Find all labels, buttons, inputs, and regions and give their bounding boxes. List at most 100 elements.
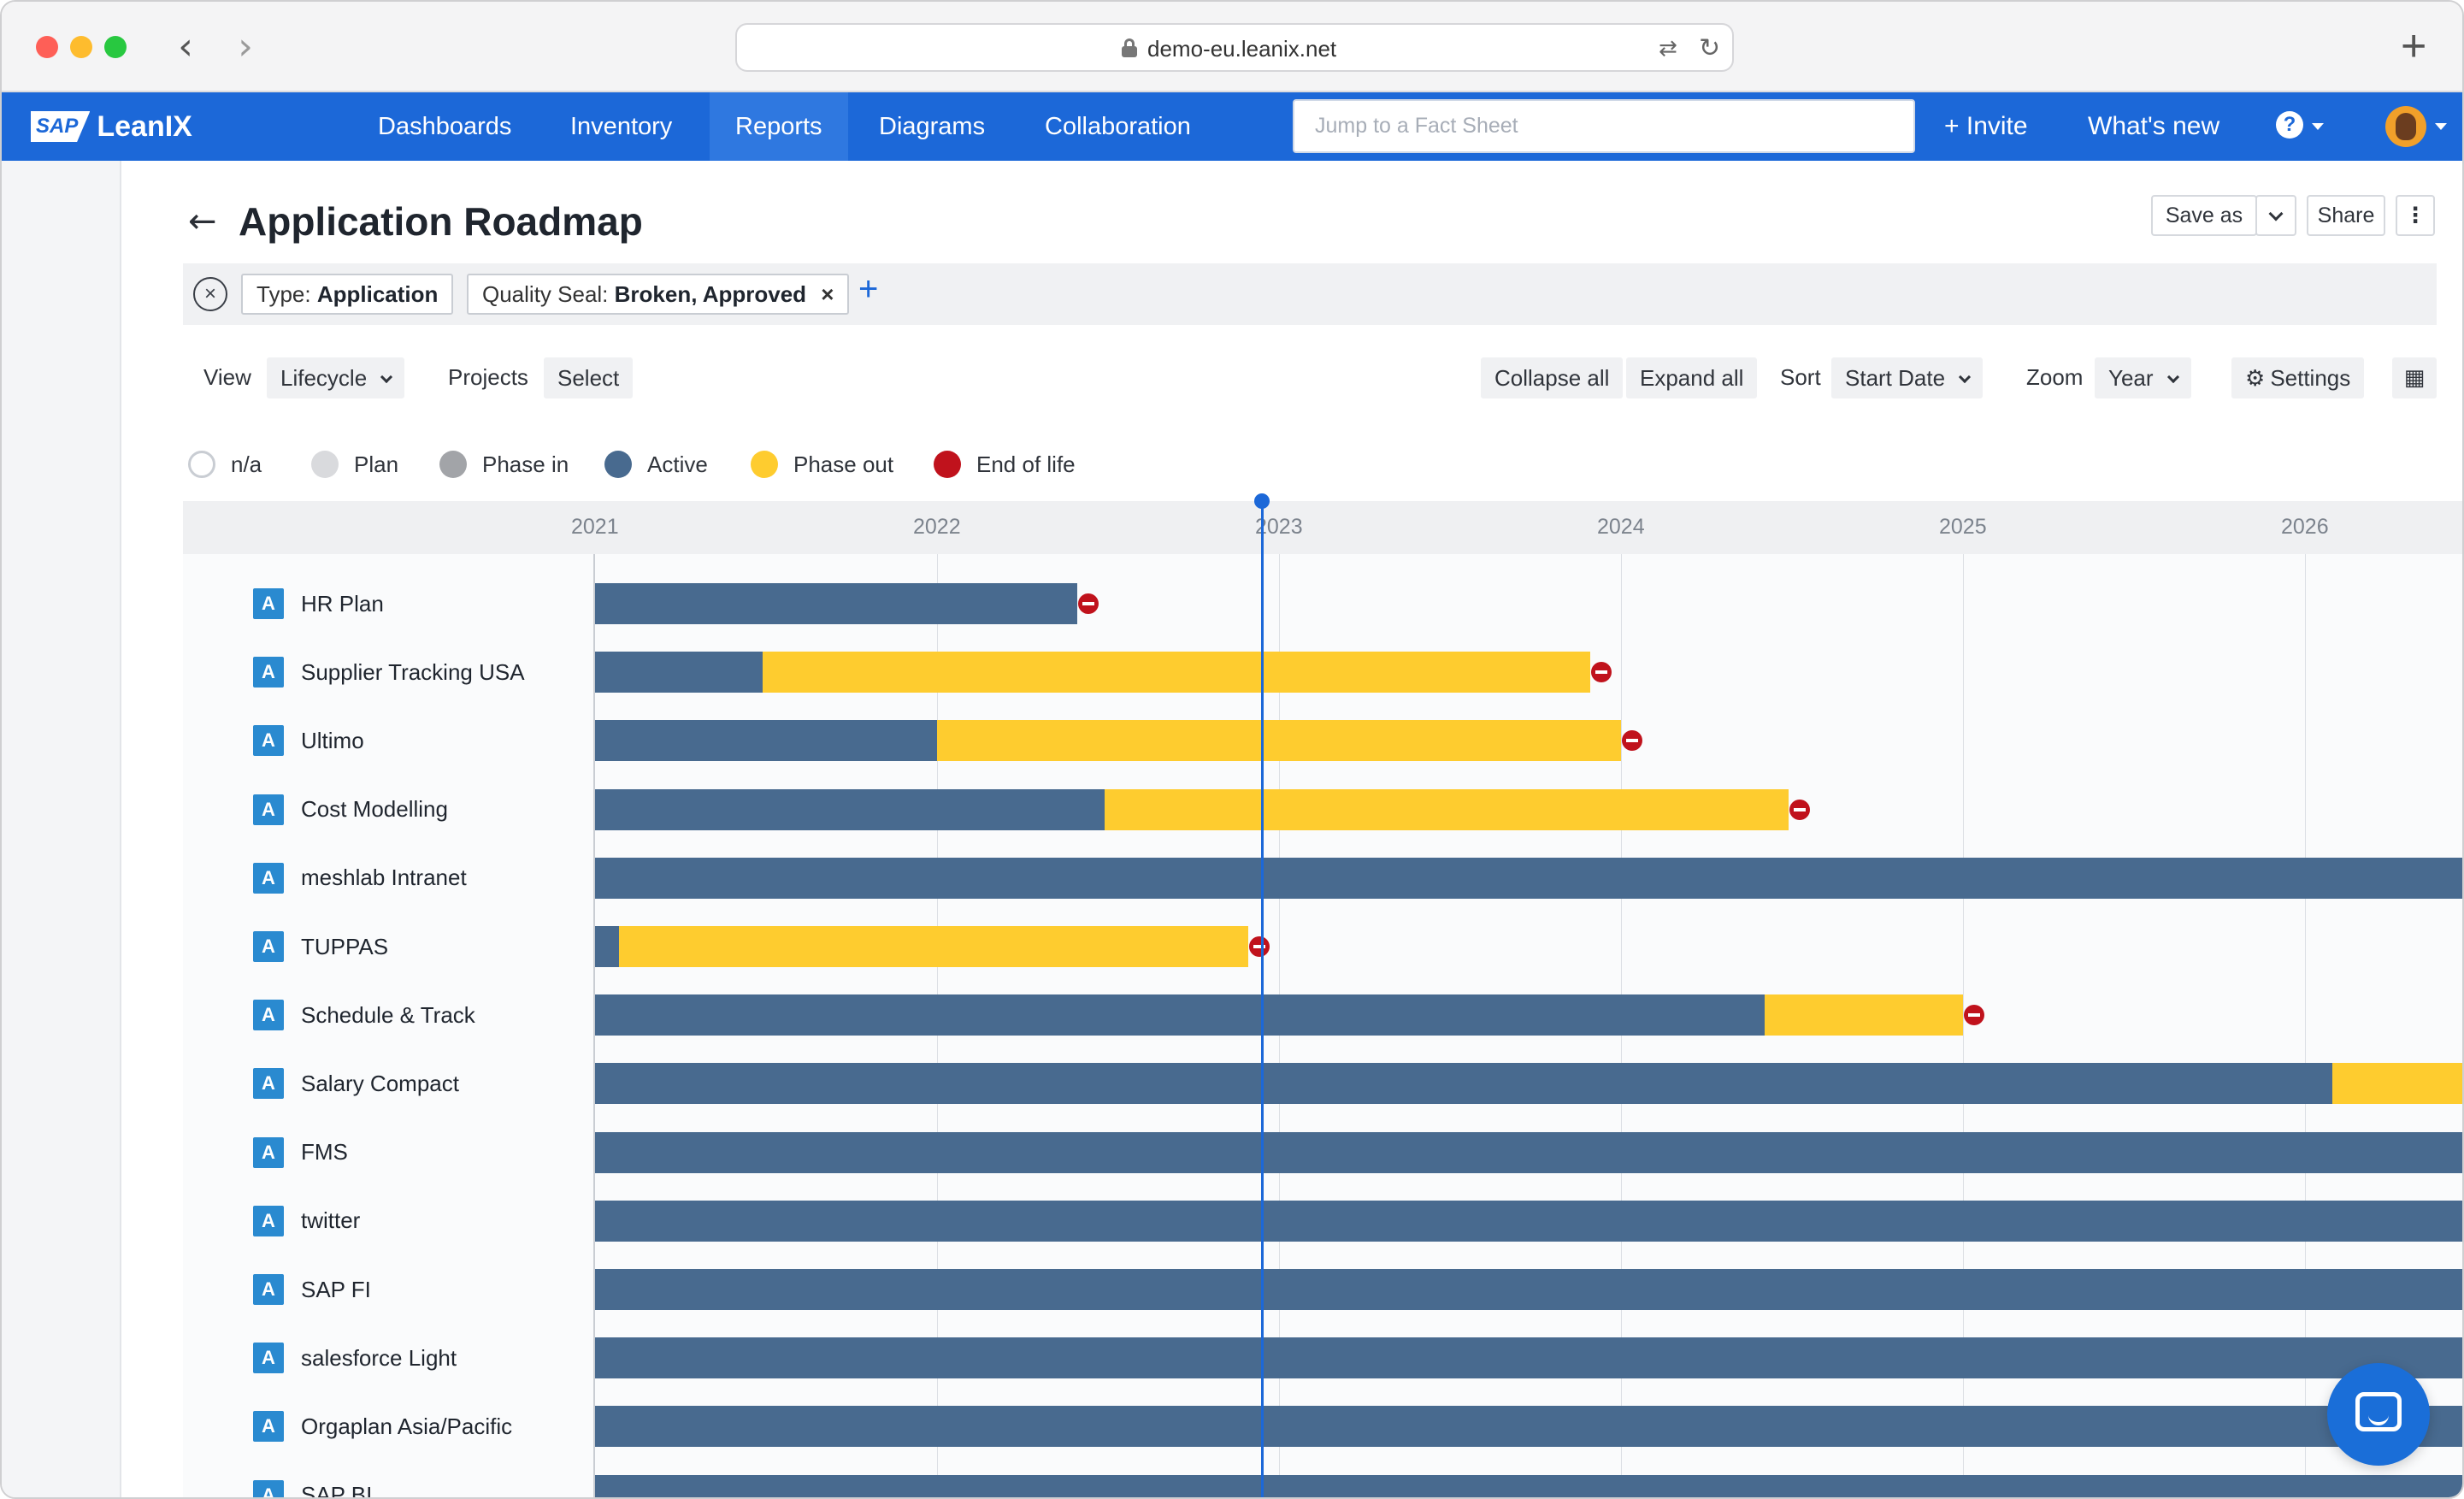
minimize-window-button[interactable] <box>70 36 92 58</box>
address-bar[interactable]: demo-eu.leanix.net ⇄ ↻ <box>735 23 1734 72</box>
lifecycle-bar-active[interactable] <box>595 720 937 762</box>
sort-select[interactable]: Start Date <box>1831 357 1984 398</box>
application-name[interactable]: twitter <box>301 1207 361 1234</box>
add-filter-icon[interactable]: + <box>858 270 879 308</box>
end-of-life-icon[interactable] <box>1964 1005 1984 1026</box>
application-type-badge: A <box>253 1068 284 1100</box>
lifecycle-bar-phase-out[interactable] <box>1105 788 1789 830</box>
roadmap-row-label[interactable]: A HR Plan <box>253 588 384 619</box>
remove-filter-icon[interactable]: × <box>821 281 834 307</box>
roadmap-row-label[interactable]: A Schedule & Track <box>253 1000 475 1031</box>
help-caret-icon[interactable] <box>2312 123 2324 130</box>
application-name[interactable]: Ultimo <box>301 727 364 753</box>
share-button[interactable]: Share <box>2307 195 2385 236</box>
application-type-badge: A <box>253 931 284 962</box>
lifecycle-bar-active[interactable] <box>595 994 1765 1036</box>
application-name[interactable]: TUPPAS <box>301 933 389 959</box>
clear-filters-icon[interactable]: × <box>193 277 227 311</box>
nav-inventory[interactable]: Inventory <box>570 113 673 140</box>
lifecycle-bar-phase-out[interactable] <box>763 652 1590 693</box>
roadmap-row-label[interactable]: A Cost Modelling <box>253 794 448 825</box>
application-name[interactable]: Orgaplan Asia/Pacific <box>301 1413 513 1439</box>
close-window-button[interactable] <box>36 36 58 58</box>
collapse-all-button[interactable]: Collapse all <box>1481 357 1624 398</box>
application-name[interactable]: salesforce Light <box>301 1344 457 1371</box>
application-name[interactable]: Schedule & Track <box>301 1001 475 1028</box>
lifecycle-bar-active[interactable] <box>595 1337 2462 1379</box>
back-arrow-icon[interactable]: ← <box>188 202 217 241</box>
avatar-caret-icon[interactable] <box>2435 123 2447 130</box>
chat-launcher-button[interactable] <box>2327 1363 2430 1466</box>
lifecycle-bar-active[interactable] <box>595 1200 2462 1242</box>
end-of-life-icon[interactable] <box>1249 936 1270 957</box>
lifecycle-bar-phase-out[interactable] <box>2332 1063 2462 1105</box>
roadmap-row-label[interactable]: A Supplier Tracking USA <box>253 657 525 688</box>
application-name[interactable]: SAP FI <box>301 1276 371 1302</box>
save-as-dropdown-button[interactable] <box>2255 195 2296 236</box>
expand-all-button[interactable]: Expand all <box>1626 357 1758 398</box>
translate-icon[interactable]: ⇄ <box>1659 35 1677 61</box>
help-icon[interactable]: ? <box>2276 111 2303 139</box>
application-name[interactable]: SAP BI <box>301 1482 373 1499</box>
roadmap-row-label[interactable]: A Ultimo <box>253 725 364 757</box>
application-type-badge: A <box>253 1479 284 1497</box>
lifecycle-bar-phase-out[interactable] <box>1765 994 1963 1036</box>
end-of-life-icon[interactable] <box>1591 662 1612 683</box>
zoom-select[interactable]: Year <box>2095 357 2191 398</box>
application-name[interactable]: Supplier Tracking USA <box>301 658 525 685</box>
nav-diagrams[interactable]: Diagrams <box>879 113 986 140</box>
application-name[interactable]: Salary Compact <box>301 1070 459 1096</box>
search-input[interactable] <box>1294 101 1913 151</box>
lifecycle-bar-active[interactable] <box>595 1474 2462 1497</box>
lifecycle-bar-active[interactable] <box>595 1269 2462 1310</box>
lifecycle-bar-active[interactable] <box>595 1406 2462 1448</box>
application-name[interactable]: meshlab Intranet <box>301 865 467 891</box>
nav-dashboards[interactable]: Dashboards <box>378 113 512 140</box>
nav-reports[interactable]: Reports <box>710 92 848 161</box>
view-select[interactable]: Lifecycle <box>267 357 405 398</box>
end-of-life-icon[interactable] <box>1078 593 1099 614</box>
leanix-logo[interactable]: SAP LeanIX <box>31 109 192 144</box>
lifecycle-bar-active[interactable] <box>595 788 1105 830</box>
lifecycle-bar-active[interactable] <box>595 652 763 693</box>
whats-new-button[interactable]: What's new <box>2088 112 2220 140</box>
end-of-life-icon[interactable] <box>1789 799 1810 820</box>
roadmap-row-label[interactable]: A Salary Compact <box>253 1068 459 1100</box>
avatar[interactable] <box>2385 106 2426 147</box>
maximize-window-button[interactable] <box>104 36 127 58</box>
save-as-button[interactable]: Save as <box>2151 195 2257 236</box>
more-options-icon[interactable]: ⋮ <box>2396 195 2435 236</box>
lifecycle-bar-active[interactable] <box>595 857 2462 899</box>
fact-sheet-search[interactable] <box>1293 99 1915 153</box>
end-of-life-icon[interactable] <box>1622 730 1642 752</box>
chevron-right-icon[interactable]: › <box>238 25 253 68</box>
lifecycle-bar-active[interactable] <box>595 1063 2332 1105</box>
filter-chip-type[interactable]: Type: Application <box>241 274 454 315</box>
roadmap-row-label[interactable]: A FMS <box>253 1136 348 1168</box>
new-tab-button[interactable]: + <box>2401 21 2427 71</box>
projects-select[interactable]: Select <box>544 357 634 398</box>
chevron-left-icon[interactable]: ‹ <box>178 25 193 68</box>
filter-chip-quality-seal[interactable]: Quality Seal: Broken, Approved × <box>467 274 850 315</box>
roadmap-row-label[interactable]: A SAP BI <box>253 1479 373 1499</box>
invite-button[interactable]: + Invite <box>1944 112 2028 140</box>
lifecycle-bar-active[interactable] <box>595 1131 2462 1173</box>
reload-icon[interactable]: ↻ <box>1699 33 1721 63</box>
settings-button[interactable]: ⚙ Settings <box>2231 357 2365 398</box>
roadmap-row-label[interactable]: A SAP FI <box>253 1274 371 1305</box>
legend-item-n-a: n/a <box>188 450 262 479</box>
lifecycle-bar-phase-out[interactable] <box>619 926 1248 967</box>
application-name[interactable]: FMS <box>301 1139 348 1166</box>
lifecycle-bar-phase-out[interactable] <box>937 720 1621 762</box>
application-name[interactable]: Cost Modelling <box>301 796 448 823</box>
lifecycle-bar-active[interactable] <box>595 583 1077 624</box>
nav-collaboration[interactable]: Collaboration <box>1045 113 1191 140</box>
roadmap-row-label[interactable]: A Orgaplan Asia/Pacific <box>253 1411 513 1443</box>
lifecycle-bar-active[interactable] <box>595 926 619 967</box>
table-view-icon[interactable]: ▦ <box>2392 357 2437 398</box>
roadmap-row-label[interactable]: A TUPPAS <box>253 931 388 962</box>
application-name[interactable]: HR Plan <box>301 590 384 617</box>
